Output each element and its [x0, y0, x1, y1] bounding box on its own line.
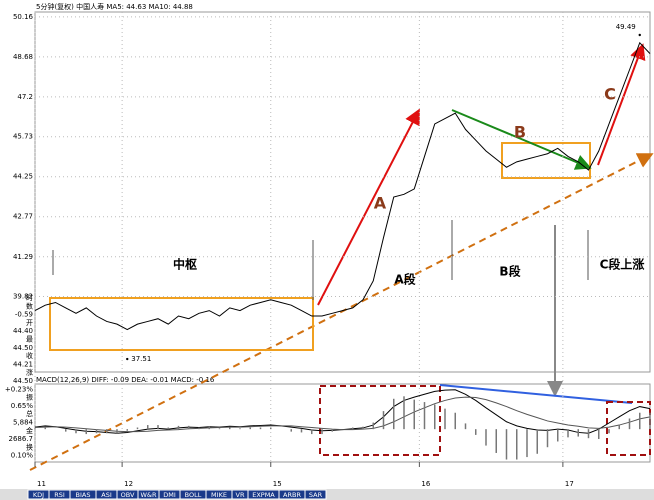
annotation: A段 — [394, 272, 416, 287]
tab-label[interactable]: DMI — [163, 491, 176, 499]
y-tick-label: 42.77 — [13, 213, 33, 221]
info-text: 0.10% — [11, 452, 34, 460]
y-tick-label: 39.82 — [13, 293, 33, 301]
annotation: 中枢 — [173, 257, 197, 272]
tab-label[interactable]: ASI — [101, 491, 112, 499]
tab-label[interactable]: OBV — [121, 491, 135, 499]
macd-box-c — [606, 401, 651, 456]
x-tick-label: 15 — [273, 480, 282, 488]
trend-line — [29, 153, 654, 471]
y-tick-label: 48.68 — [13, 53, 33, 61]
macd-box-a — [319, 385, 441, 456]
x-tick-label: 12 — [124, 480, 133, 488]
info-text: 44.40 — [13, 327, 33, 335]
y-tick-label: 41.29 — [13, 253, 33, 261]
y-tick-label: 47.2 — [17, 93, 33, 101]
info-text: 0.65% — [11, 402, 34, 410]
tab-label[interactable]: VR — [236, 491, 245, 499]
extreme-point — [126, 357, 129, 361]
tab[interactable] — [304, 489, 327, 500]
y-tick-label: 50.16 — [13, 13, 34, 21]
tab-label[interactable]: RSI — [54, 491, 65, 499]
series-line — [34, 396, 651, 433]
info-text: 数 — [26, 301, 33, 310]
header: 5分钟(复权) 中国人寿 MA5: 44.63 MA10: 44.88 — [36, 2, 193, 11]
tab-label[interactable]: ARBR — [283, 491, 301, 499]
tab-label[interactable]: EXPMA — [252, 491, 275, 499]
tab-label[interactable]: MIKE — [211, 491, 227, 499]
info-text: 时 — [26, 293, 33, 302]
annotation: C段上涨 — [600, 257, 645, 272]
annotation: B — [514, 123, 526, 142]
info-text: 44.21 — [13, 360, 33, 368]
info-text: 收 — [26, 351, 33, 360]
info-text: 金 — [26, 426, 33, 435]
info-text: 44.50 — [13, 344, 33, 352]
tab-label[interactable]: SAR — [309, 491, 323, 499]
x-tick-label: 11 — [37, 480, 46, 488]
extreme-label: 49.49 — [616, 23, 636, 31]
info-text: 开 — [26, 319, 33, 327]
tab-label[interactable]: W&R — [140, 491, 156, 499]
info-text: +0.23% — [5, 385, 33, 393]
annotation: A — [374, 194, 387, 213]
annotation: C — [604, 85, 616, 104]
series-line — [34, 41, 651, 331]
tab-bar — [0, 489, 654, 500]
extreme-point — [638, 33, 641, 37]
arrow-c — [597, 43, 646, 166]
y-tick-label: 45.73 — [13, 133, 33, 141]
info-text: 振 — [26, 393, 33, 402]
zhongshu-box — [49, 297, 314, 351]
info-text: 涨 — [26, 368, 33, 377]
extreme-label: 37.51 — [131, 355, 151, 363]
tab-label[interactable]: BOLL — [185, 491, 202, 499]
divergence-line — [439, 384, 633, 404]
x-tick-label: 17 — [565, 480, 574, 488]
arrow-a — [317, 108, 420, 306]
info-text: 最 — [26, 336, 33, 344]
tab-label[interactable]: KDJ — [33, 491, 44, 499]
info-text: 5,884 — [13, 419, 34, 427]
macd-title: MACD(12,26,9) DIFF: -0.09 DEA: -0.01 MAC… — [36, 376, 215, 384]
y-tick-label: 44.25 — [13, 173, 33, 181]
info-text: 2686.7 — [9, 435, 34, 443]
x-tick-label: 16 — [421, 480, 430, 488]
tab-label[interactable]: BIAS — [76, 491, 91, 499]
annotation: B段 — [499, 264, 521, 279]
info-text: 44.50 — [13, 377, 33, 385]
arrow-b — [451, 109, 592, 170]
info-text: 总 — [26, 409, 33, 418]
info-text: 换 — [26, 442, 33, 451]
info-text: -0.59 — [15, 311, 33, 319]
annotation-shapes — [29, 43, 654, 471]
